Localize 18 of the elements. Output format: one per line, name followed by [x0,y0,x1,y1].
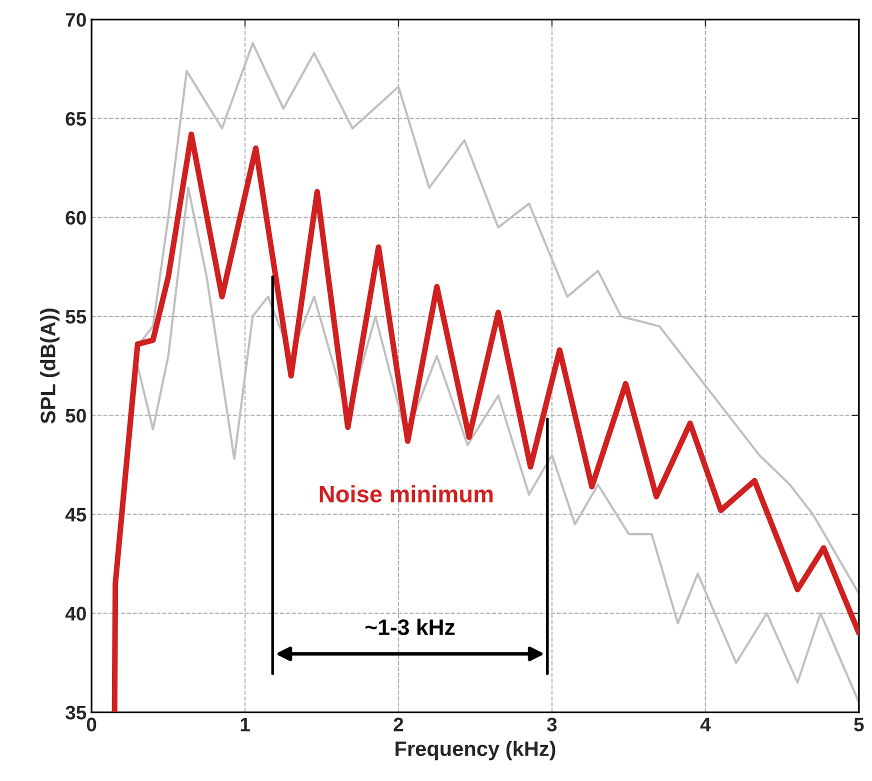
y-tick-label: 70 [66,12,86,27]
x-tick-label: 4 [700,718,711,732]
annotation: ~1-3 kHz [366,618,455,636]
y-tick-label: 55 [66,310,86,324]
y-tick-label: 60 [66,210,86,225]
x-tick-label: 2 [394,718,404,732]
x-axis-title: Frequency (kHz) [396,740,556,760]
x-tick-label: 0 [86,718,96,732]
x-tick-label: 1 [240,718,250,732]
x-tick-label: 5 [854,718,864,732]
y-axis-title: SPL (dB(A)) [40,308,60,424]
y-tick-label: 45 [65,508,86,522]
x-tick-label: 3 [547,718,557,732]
annotation: Noise minimum [320,485,493,502]
y-tick-label: 50 [66,408,86,423]
y-tick-label: 35 [66,706,86,720]
y-tick-label: 40 [65,606,86,621]
y-tick-label: 65 [66,112,86,126]
